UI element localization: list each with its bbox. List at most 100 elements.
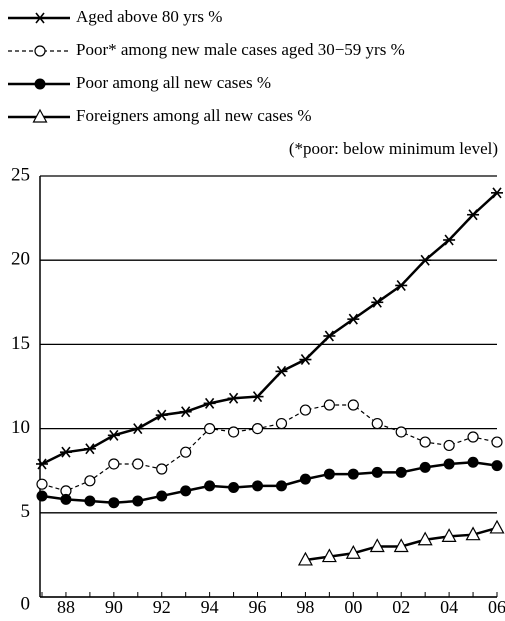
marker-stroke xyxy=(348,313,358,325)
marker-shape xyxy=(84,495,96,507)
marker-shape xyxy=(323,399,335,411)
marker-stroke xyxy=(35,12,45,24)
marker xyxy=(491,460,503,472)
marker xyxy=(489,519,505,534)
marker xyxy=(204,423,216,435)
marker-shape xyxy=(393,538,409,553)
marker xyxy=(156,463,168,475)
marker-shape xyxy=(491,460,503,472)
legend-label: Poor among all new cases % xyxy=(76,73,271,92)
marker xyxy=(347,399,359,411)
marker xyxy=(419,436,431,448)
marker xyxy=(34,45,46,57)
x-tick-label: 02 xyxy=(392,597,410,617)
marker-shape xyxy=(443,458,455,470)
marker-shape xyxy=(419,436,431,448)
marker xyxy=(323,330,336,342)
legend-label: Foreigners among all new cases % xyxy=(76,106,312,125)
marker xyxy=(395,466,407,478)
marker-shape xyxy=(36,490,48,502)
marker-shape xyxy=(275,480,287,492)
x-tick-label: 06 xyxy=(488,597,505,617)
marker xyxy=(371,466,383,478)
y-tick-label: 5 xyxy=(21,501,31,522)
marker xyxy=(369,538,385,553)
marker xyxy=(107,429,120,441)
marker xyxy=(371,296,384,308)
marker-shape xyxy=(371,466,383,478)
marker xyxy=(491,187,503,199)
marker xyxy=(345,544,361,559)
marker xyxy=(60,493,72,505)
marker xyxy=(275,480,287,492)
marker-shape xyxy=(371,417,383,430)
marker-stroke xyxy=(324,330,334,342)
marker-stroke xyxy=(181,406,191,418)
marker-shape xyxy=(275,417,288,430)
marker xyxy=(417,531,433,546)
marker xyxy=(34,78,46,90)
marker-stroke xyxy=(61,446,71,458)
marker-shape xyxy=(465,526,481,541)
marker xyxy=(132,458,144,470)
marker xyxy=(252,480,264,492)
marker xyxy=(156,490,168,502)
marker xyxy=(204,480,216,492)
marker-shape xyxy=(84,475,96,487)
marker-shape xyxy=(395,426,407,438)
marker-shape xyxy=(252,480,264,492)
marker xyxy=(467,209,480,221)
x-tick-label: 98 xyxy=(296,597,314,617)
marker-shape xyxy=(299,473,311,485)
marker xyxy=(32,108,48,123)
marker-shape xyxy=(228,482,240,494)
marker-shape xyxy=(489,519,505,534)
marker xyxy=(83,443,96,455)
marker-shape xyxy=(34,45,46,57)
marker-stroke xyxy=(300,354,311,366)
marker-shape xyxy=(441,528,457,542)
marker xyxy=(347,313,360,325)
marker xyxy=(371,417,383,430)
marker xyxy=(419,461,431,473)
marker xyxy=(419,254,432,266)
marker xyxy=(203,397,216,409)
x-tick-label: 94 xyxy=(201,597,219,617)
marker xyxy=(251,391,264,403)
marker-stroke xyxy=(252,391,263,403)
annotation: (*poor: below minimum level) xyxy=(289,139,498,158)
marker-shape xyxy=(108,497,120,509)
marker xyxy=(131,423,144,435)
y-tick-label: 25 xyxy=(11,164,30,185)
marker xyxy=(467,456,479,468)
marker-stroke xyxy=(157,409,167,421)
marker-shape xyxy=(180,485,192,497)
marker-stroke xyxy=(492,187,502,199)
marker xyxy=(465,526,481,541)
marker xyxy=(227,426,240,438)
marker-shape xyxy=(491,436,503,448)
marker xyxy=(84,475,96,487)
marker xyxy=(299,354,312,366)
marker xyxy=(59,446,72,458)
marker xyxy=(132,495,144,507)
marker-shape xyxy=(297,551,313,566)
marker xyxy=(228,482,240,494)
y-tick-label: 20 xyxy=(11,249,30,270)
marker xyxy=(275,365,288,377)
marker-shape xyxy=(132,458,144,470)
marker xyxy=(467,431,479,443)
marker-stroke xyxy=(37,458,47,470)
marker-shape xyxy=(347,399,359,411)
marker-shape xyxy=(204,480,216,492)
marker xyxy=(179,406,192,418)
marker-stroke xyxy=(444,234,454,246)
marker xyxy=(491,436,503,448)
marker-shape xyxy=(443,439,455,452)
y-tick-label: 10 xyxy=(11,417,30,438)
legend-label: Poor* among new male cases aged 30−59 yr… xyxy=(76,40,405,59)
marker xyxy=(441,528,457,542)
x-tick-label: 00 xyxy=(344,597,362,617)
marker-shape xyxy=(132,495,144,507)
